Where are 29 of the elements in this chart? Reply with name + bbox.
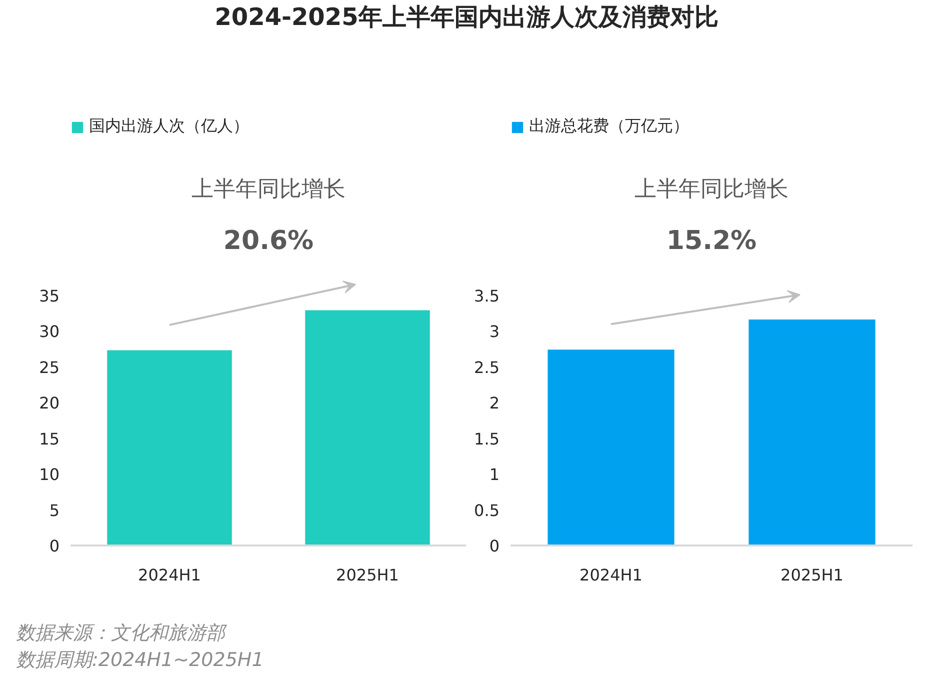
annotation: 上半年同比增长 xyxy=(192,176,346,202)
y-tick-label: 15 xyxy=(39,429,60,448)
annotation: 15.2% xyxy=(666,226,757,256)
y-tick-label: 10 xyxy=(39,465,60,484)
annotation: 20.6% xyxy=(223,226,314,256)
chart-title: 2024-2025年上半年国内出游人次及消费对比 xyxy=(214,2,720,33)
y-tick-label: 3 xyxy=(489,322,500,341)
y-tick-label: 0.5 xyxy=(474,500,500,520)
text: 数据周期:2024H1~2025H1 xyxy=(16,648,264,673)
y-tick-label: 5 xyxy=(49,500,60,520)
y-tick-label: 0 xyxy=(489,536,500,556)
y-tick-label: 30 xyxy=(39,322,60,341)
y-tick-label: 0 xyxy=(49,536,60,556)
x-tick-label: 2025H1 xyxy=(780,566,844,584)
y-tick-label: 1 xyxy=(489,465,500,484)
source-note: 数据来源：文化和旅游部 xyxy=(16,621,228,646)
y-tick-label: 3.5 xyxy=(474,286,500,306)
annotation: 上半年同比增长 xyxy=(634,176,788,202)
y-tick-label: 2.5 xyxy=(474,358,500,377)
y-tick-label: 2 xyxy=(489,394,500,412)
y-tick-label: 35 xyxy=(39,286,60,306)
legend-label: 出游总花费（万亿元） xyxy=(529,116,689,137)
y-tick-label: 20 xyxy=(39,394,60,412)
x-tick-label: 2024H1 xyxy=(580,566,642,584)
y-tick-label: 1.5 xyxy=(474,429,500,448)
y-tick-label: 25 xyxy=(39,358,60,377)
x-tick-label: 2025H1 xyxy=(336,566,399,584)
legend-label: 国内出游人次（亿人） xyxy=(89,116,249,137)
x-tick-label: 2024H1 xyxy=(138,566,201,584)
